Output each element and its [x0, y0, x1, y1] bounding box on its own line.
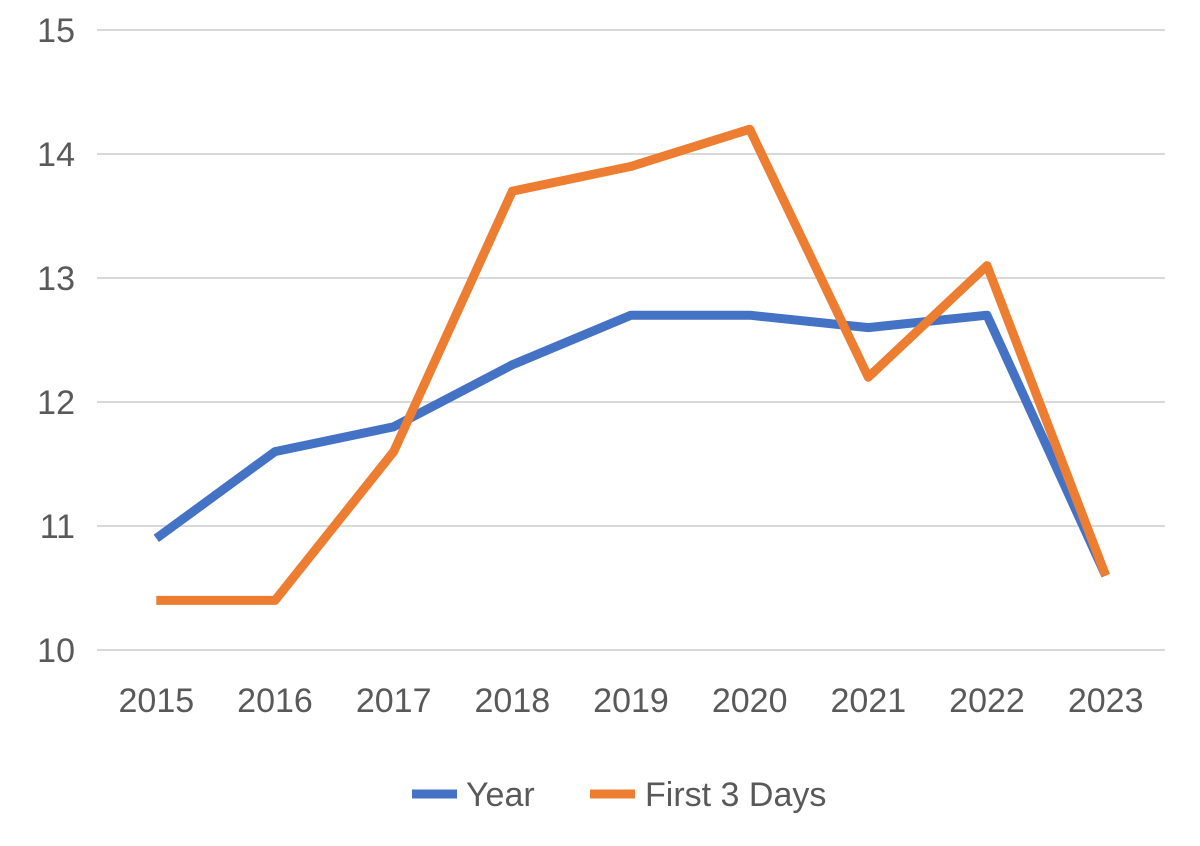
y-tick-label: 11: [40, 508, 75, 546]
x-axis-tick-labels: 2015 2016 2017 2018 2019 2020 2021 2022 2023: [119, 682, 1144, 720]
y-tick-label: 13: [37, 260, 75, 298]
x-tick-label: 2023: [1068, 682, 1144, 720]
series-line-year: [153, 310, 1110, 578]
series-line-first-3-days: [156, 124, 1110, 605]
x-tick-label: 2022: [949, 682, 1025, 720]
x-tick-label: 2017: [356, 682, 432, 720]
x-tick-label: 2019: [593, 682, 669, 720]
x-tick-label: 2020: [712, 682, 788, 720]
y-axis-tick-labels: 10 11 12 13 14 15: [37, 12, 75, 670]
x-tick-label: 2018: [475, 682, 551, 720]
gridlines: [97, 29, 1165, 651]
legend-label-year: Year: [466, 776, 535, 814]
y-tick-label: 15: [37, 12, 75, 50]
y-tick-label: 14: [37, 136, 75, 174]
series-lines: [153, 124, 1110, 605]
legend: Year First 3 Days: [412, 776, 826, 814]
x-tick-label: 2015: [119, 682, 195, 720]
y-tick-label: 10: [37, 632, 75, 670]
x-tick-label: 2016: [237, 682, 313, 720]
y-tick-label: 12: [37, 384, 75, 422]
x-tick-label: 2021: [831, 682, 907, 720]
legend-label-first-3-days: First 3 Days: [645, 776, 826, 814]
